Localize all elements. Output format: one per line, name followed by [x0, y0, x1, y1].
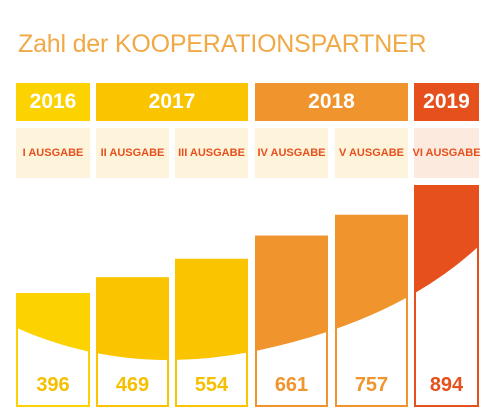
year-band-2017: 2017: [96, 83, 248, 121]
bar-curve: [18, 328, 88, 405]
bar-group: 396: [16, 293, 90, 407]
bar-group: 661: [255, 235, 328, 407]
bar-curve: [337, 297, 406, 405]
edition-label: IV AUSGABE: [255, 128, 328, 178]
bar-group: 757: [335, 214, 408, 407]
edition-label: VI AUSGABE: [412, 128, 481, 178]
bar-group: 469: [96, 277, 169, 407]
year-band-2019: 2019: [414, 83, 479, 121]
edition-label: V AUSGABE: [335, 128, 408, 178]
bar-value-label: 469: [116, 374, 149, 396]
bar-curve: [257, 332, 326, 405]
edition-label: III AUSGABE: [175, 128, 248, 178]
bar-group: 554: [175, 258, 248, 407]
edition-label: II AUSGABE: [96, 128, 169, 178]
bar-curve: [416, 247, 477, 405]
bar-curve: [98, 353, 167, 405]
bar-value-label: 757: [355, 374, 388, 396]
year-band-2016: 2016: [16, 83, 90, 121]
bar-group: 894: [414, 185, 479, 407]
chart-title: Zahl der KOOPERATIONSPARTNER: [18, 30, 427, 58]
bar-value-label: 554: [195, 374, 229, 396]
year-band-2018: 2018: [255, 83, 408, 121]
bar-value-label: 661: [275, 374, 308, 396]
bar-value-label: 396: [36, 374, 69, 396]
bar-value-label: 894: [430, 374, 464, 396]
bar-curve: [177, 352, 246, 406]
edition-label: I AUSGABE: [16, 128, 90, 178]
